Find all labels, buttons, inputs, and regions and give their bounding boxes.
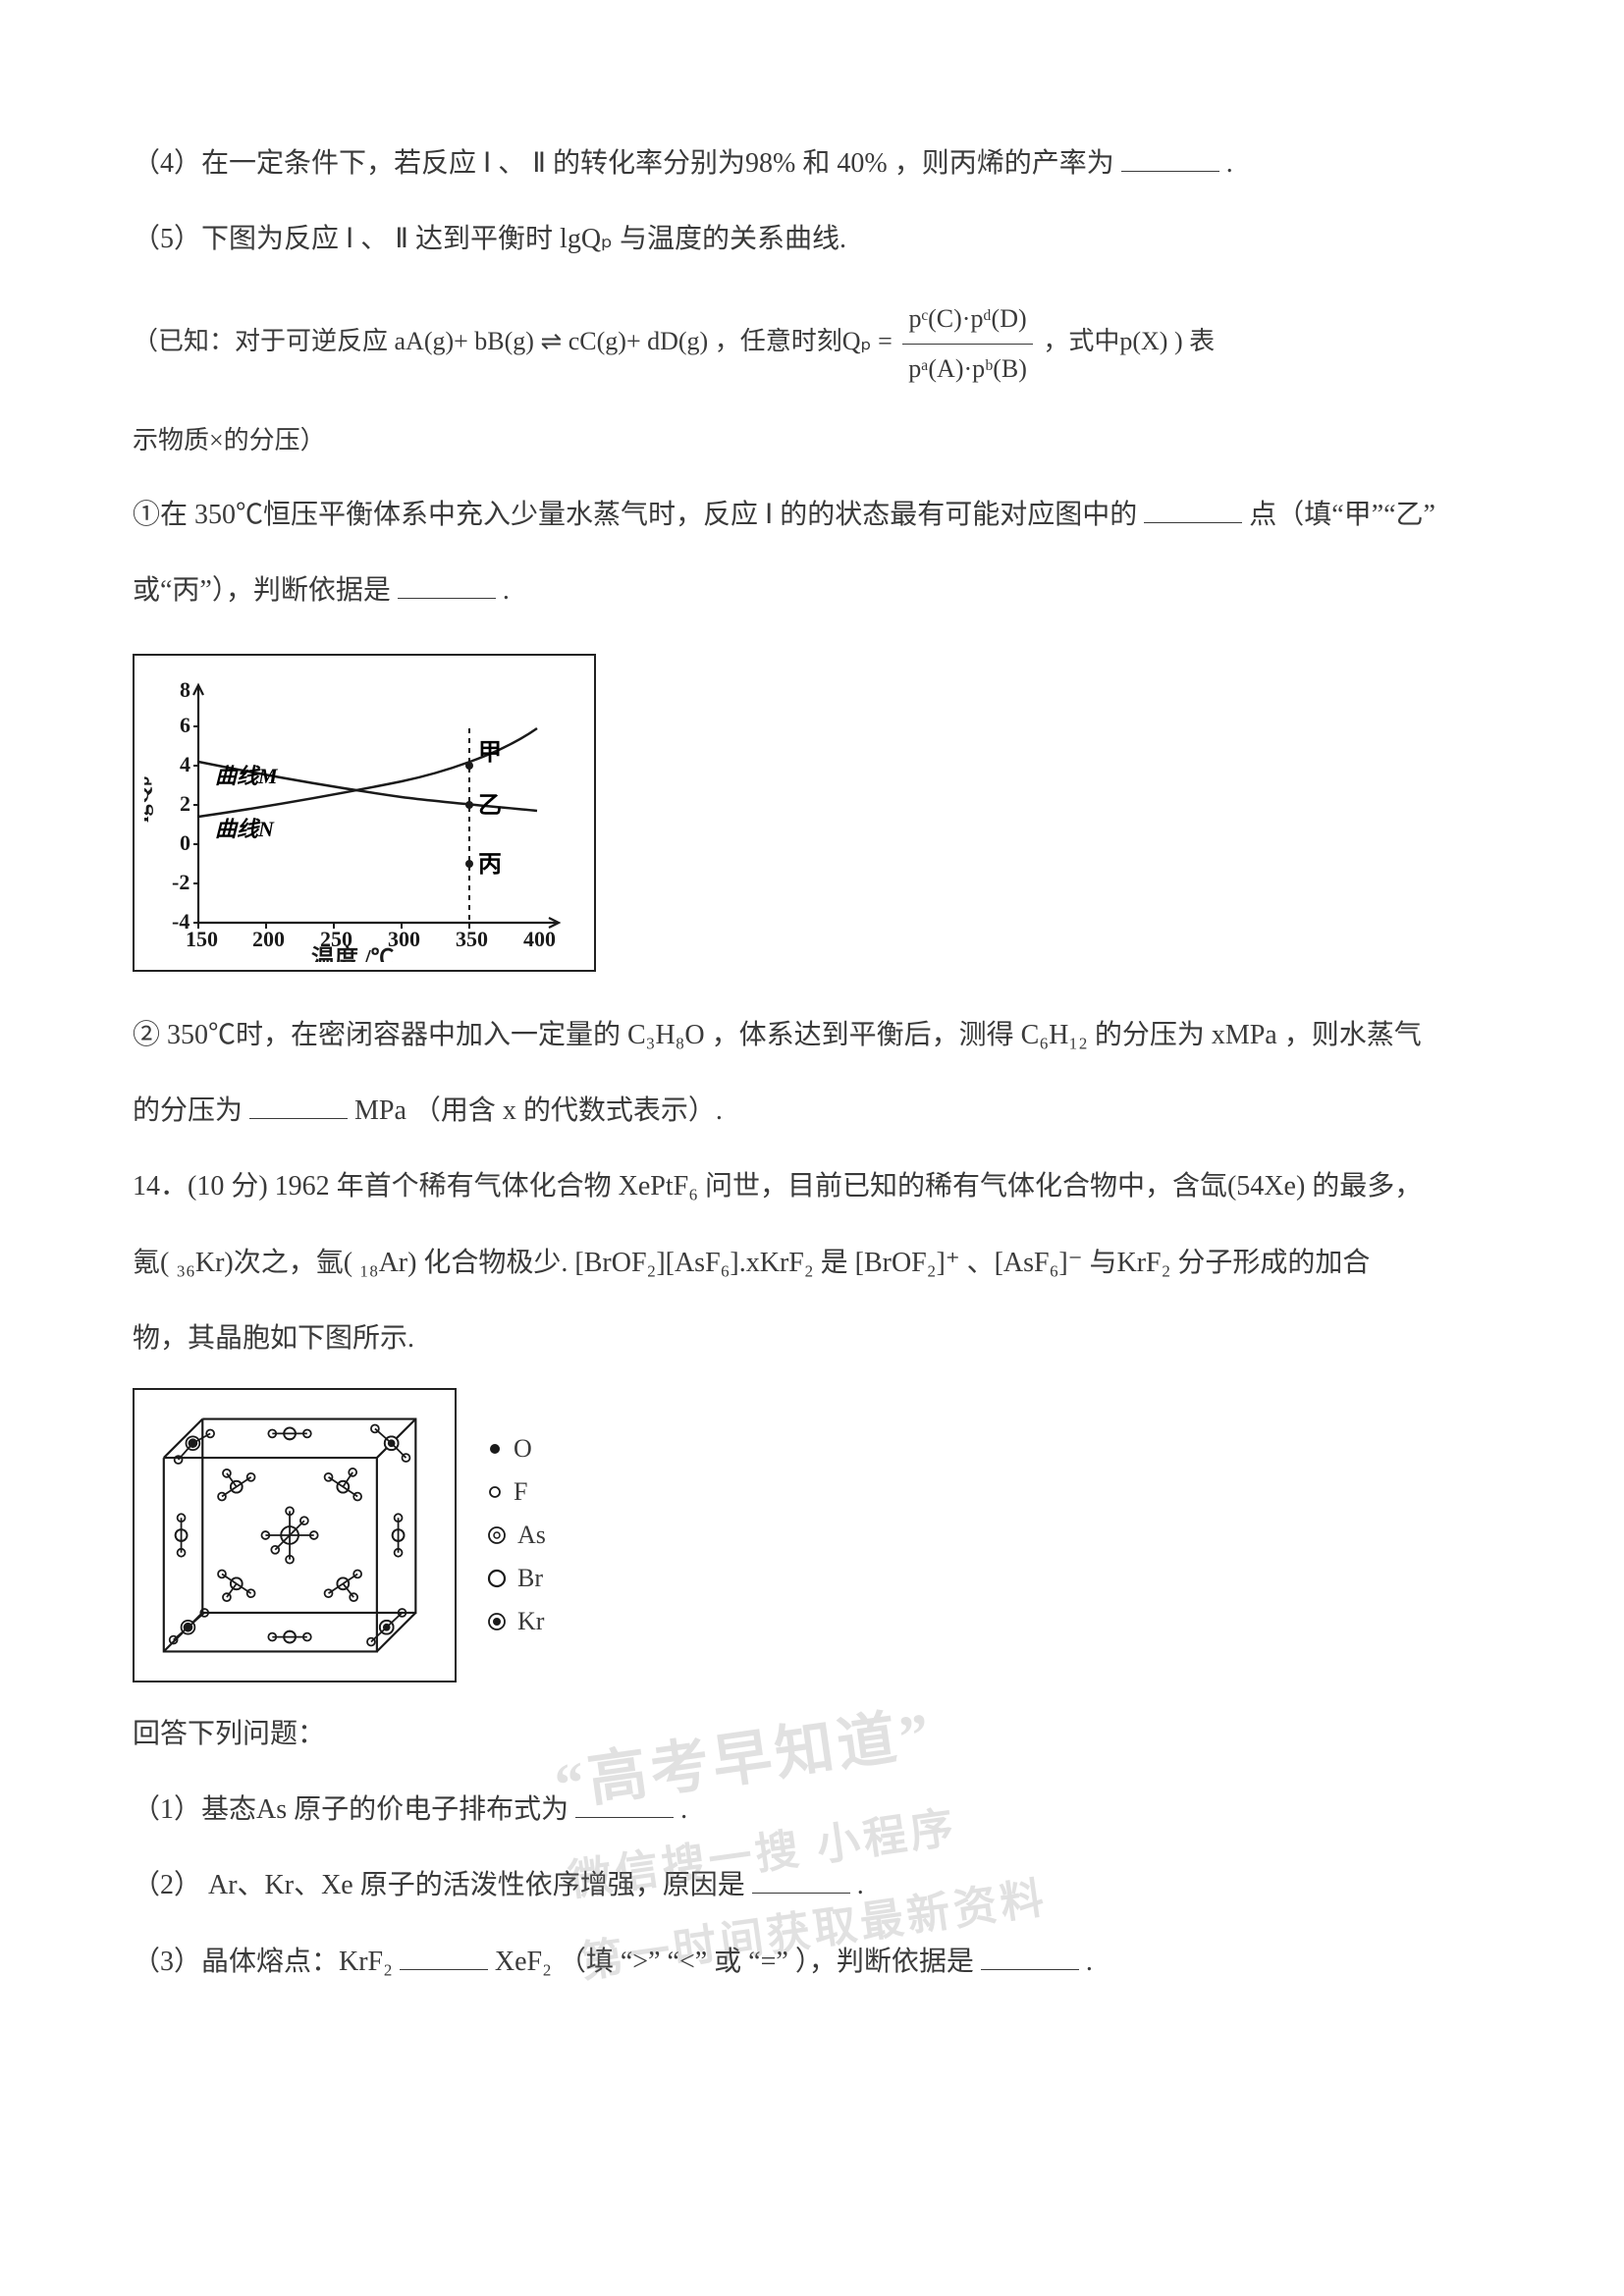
- crystal-svg: [133, 1388, 457, 1682]
- legend-br: Br: [486, 1557, 546, 1600]
- question-5-intro: （5）下图为反应 Ⅰ 、 Ⅱ 达到平衡时 lgQₚ 与温度的关系曲线.: [133, 213, 1491, 265]
- frac-den: pᵃ(A)·pᵇ(B): [902, 345, 1033, 393]
- q5-known: （已知：对于可逆反应 aA(g)+ bB(g) ⇌ cC(g)+ dD(g) ，…: [133, 294, 1491, 393]
- q5-sub1-b: 点（填“甲”“乙”: [1249, 500, 1435, 530]
- q14-intro-c: 物，其晶胞如下图所示.: [133, 1312, 1491, 1364]
- svg-text:350: 350: [456, 927, 488, 951]
- q14-1: （1）基态As 原子的价电子排布式为 .: [133, 1784, 1491, 1836]
- q5-sub2-b: 的分压为 MPa （用含 x 的代数式表示）.: [133, 1085, 1491, 1137]
- q4-text-a: （4）在一定条件下，若反应 Ⅰ 、 Ⅱ 的转化率分别为98% 和 40% ，则丙…: [133, 148, 1114, 179]
- y-axis-label: lgQₚ: [144, 775, 154, 823]
- legend-f: F: [486, 1470, 546, 1514]
- legend-as: As: [486, 1514, 546, 1557]
- svg-text:6: 6: [180, 713, 190, 737]
- q14-ans-head: 回答下列问题：: [133, 1708, 1491, 1760]
- lgqp-chart: -4 -2 0 2 4 6 8 150 200 250 300 350 400 …: [133, 654, 596, 972]
- blank-q14-2[interactable]: [752, 1864, 850, 1895]
- blank-q14-3a[interactable]: [400, 1940, 488, 1970]
- curve-n-label: 曲线N: [215, 817, 275, 841]
- legend-o: O: [486, 1427, 546, 1470]
- blank-q4[interactable]: [1121, 141, 1219, 172]
- frac-num: pᶜ(C)·pᵈ(D): [902, 294, 1032, 344]
- svg-text:-2: -2: [172, 870, 189, 894]
- q14-intro-b: 氪( ₃₆Kr)次之，氩( ₁₈Ar) 化合物极少. [BrOF₂][AsF₆]…: [133, 1237, 1491, 1289]
- q5-sub1-d: .: [503, 575, 510, 606]
- svg-text:150: 150: [186, 927, 218, 951]
- q5-known-c: 示物质×的分压）: [133, 416, 1491, 464]
- svg-text:200: 200: [252, 927, 285, 951]
- q4-text-b: .: [1226, 148, 1233, 179]
- q5-sub2-a: ② 350℃时，在密闭容器中加入一定量的 C₃H₈O ，体系达到平衡后，测得 C…: [133, 1009, 1491, 1061]
- q5-sub1-a: ①在 350℃恒压平衡体系中充入少量水蒸气时，反应 Ⅰ 的的状态最有可能对应图中…: [133, 500, 1137, 530]
- svg-text:400: 400: [523, 927, 556, 951]
- blank-q5-1a[interactable]: [1144, 493, 1242, 523]
- q5-intro: （5）下图为反应 Ⅰ 、 Ⅱ 达到平衡时 lgQₚ 与温度的关系曲线.: [133, 224, 846, 254]
- svg-text:0: 0: [180, 830, 190, 855]
- svg-text:2: 2: [180, 791, 190, 816]
- crystal-diagram: O F As Br Kr: [133, 1388, 1491, 1682]
- q5-sub1: ①在 350℃恒压平衡体系中充入少量水蒸气时，反应 Ⅰ 的的状态最有可能对应图中…: [133, 489, 1491, 541]
- chart-svg: -4 -2 0 2 4 6 8 150 200 250 300 350 400 …: [144, 667, 576, 962]
- q5-sub1-c: 或“丙”），判断依据是: [133, 575, 391, 606]
- point-yi: 乙: [478, 793, 502, 819]
- q5-known-a: （已知：对于可逆反应 aA(g)+ bB(g) ⇌ cC(g)+ dD(g) ，…: [133, 327, 898, 355]
- q5-sub1-line2: 或“丙”），判断依据是 .: [133, 564, 1491, 616]
- qp-fraction: pᶜ(C)·pᵈ(D) pᵃ(A)·pᵇ(B): [898, 294, 1037, 393]
- svg-text:8: 8: [180, 677, 190, 702]
- blank-q14-1[interactable]: [575, 1788, 674, 1818]
- blank-q5-1b[interactable]: [398, 568, 496, 599]
- legend-kr: Kr: [486, 1600, 546, 1643]
- q14-intro-a: 14．(10 分) 1962 年首个稀有气体化合物 XePtF₆ 问世，目前已知…: [133, 1160, 1491, 1212]
- question-4: （4）在一定条件下，若反应 Ⅰ 、 Ⅱ 的转化率分别为98% 和 40% ，则丙…: [133, 137, 1491, 189]
- x-axis-label: 温度 /℃: [311, 944, 395, 962]
- svg-text:4: 4: [180, 752, 190, 776]
- q14-3: （3）晶体熔点：KrF₂ XeF₂ （填 “>” “<” 或 “=” ），判断依…: [133, 1936, 1491, 1988]
- q14-2: （2） Ar、Kr、Xe 原子的活泼性依序增强，原因是 .: [133, 1859, 1491, 1911]
- blank-q14-3b[interactable]: [981, 1940, 1079, 1970]
- blank-q5-2[interactable]: [249, 1090, 348, 1120]
- point-bing: 丙: [478, 852, 502, 878]
- crystal-legend: O F As Br Kr: [486, 1427, 546, 1644]
- curve-m-label: 曲线M: [215, 764, 279, 788]
- q5-known-b: ，式中p(X) ) 表: [1043, 327, 1215, 355]
- point-jia: 甲: [478, 740, 502, 766]
